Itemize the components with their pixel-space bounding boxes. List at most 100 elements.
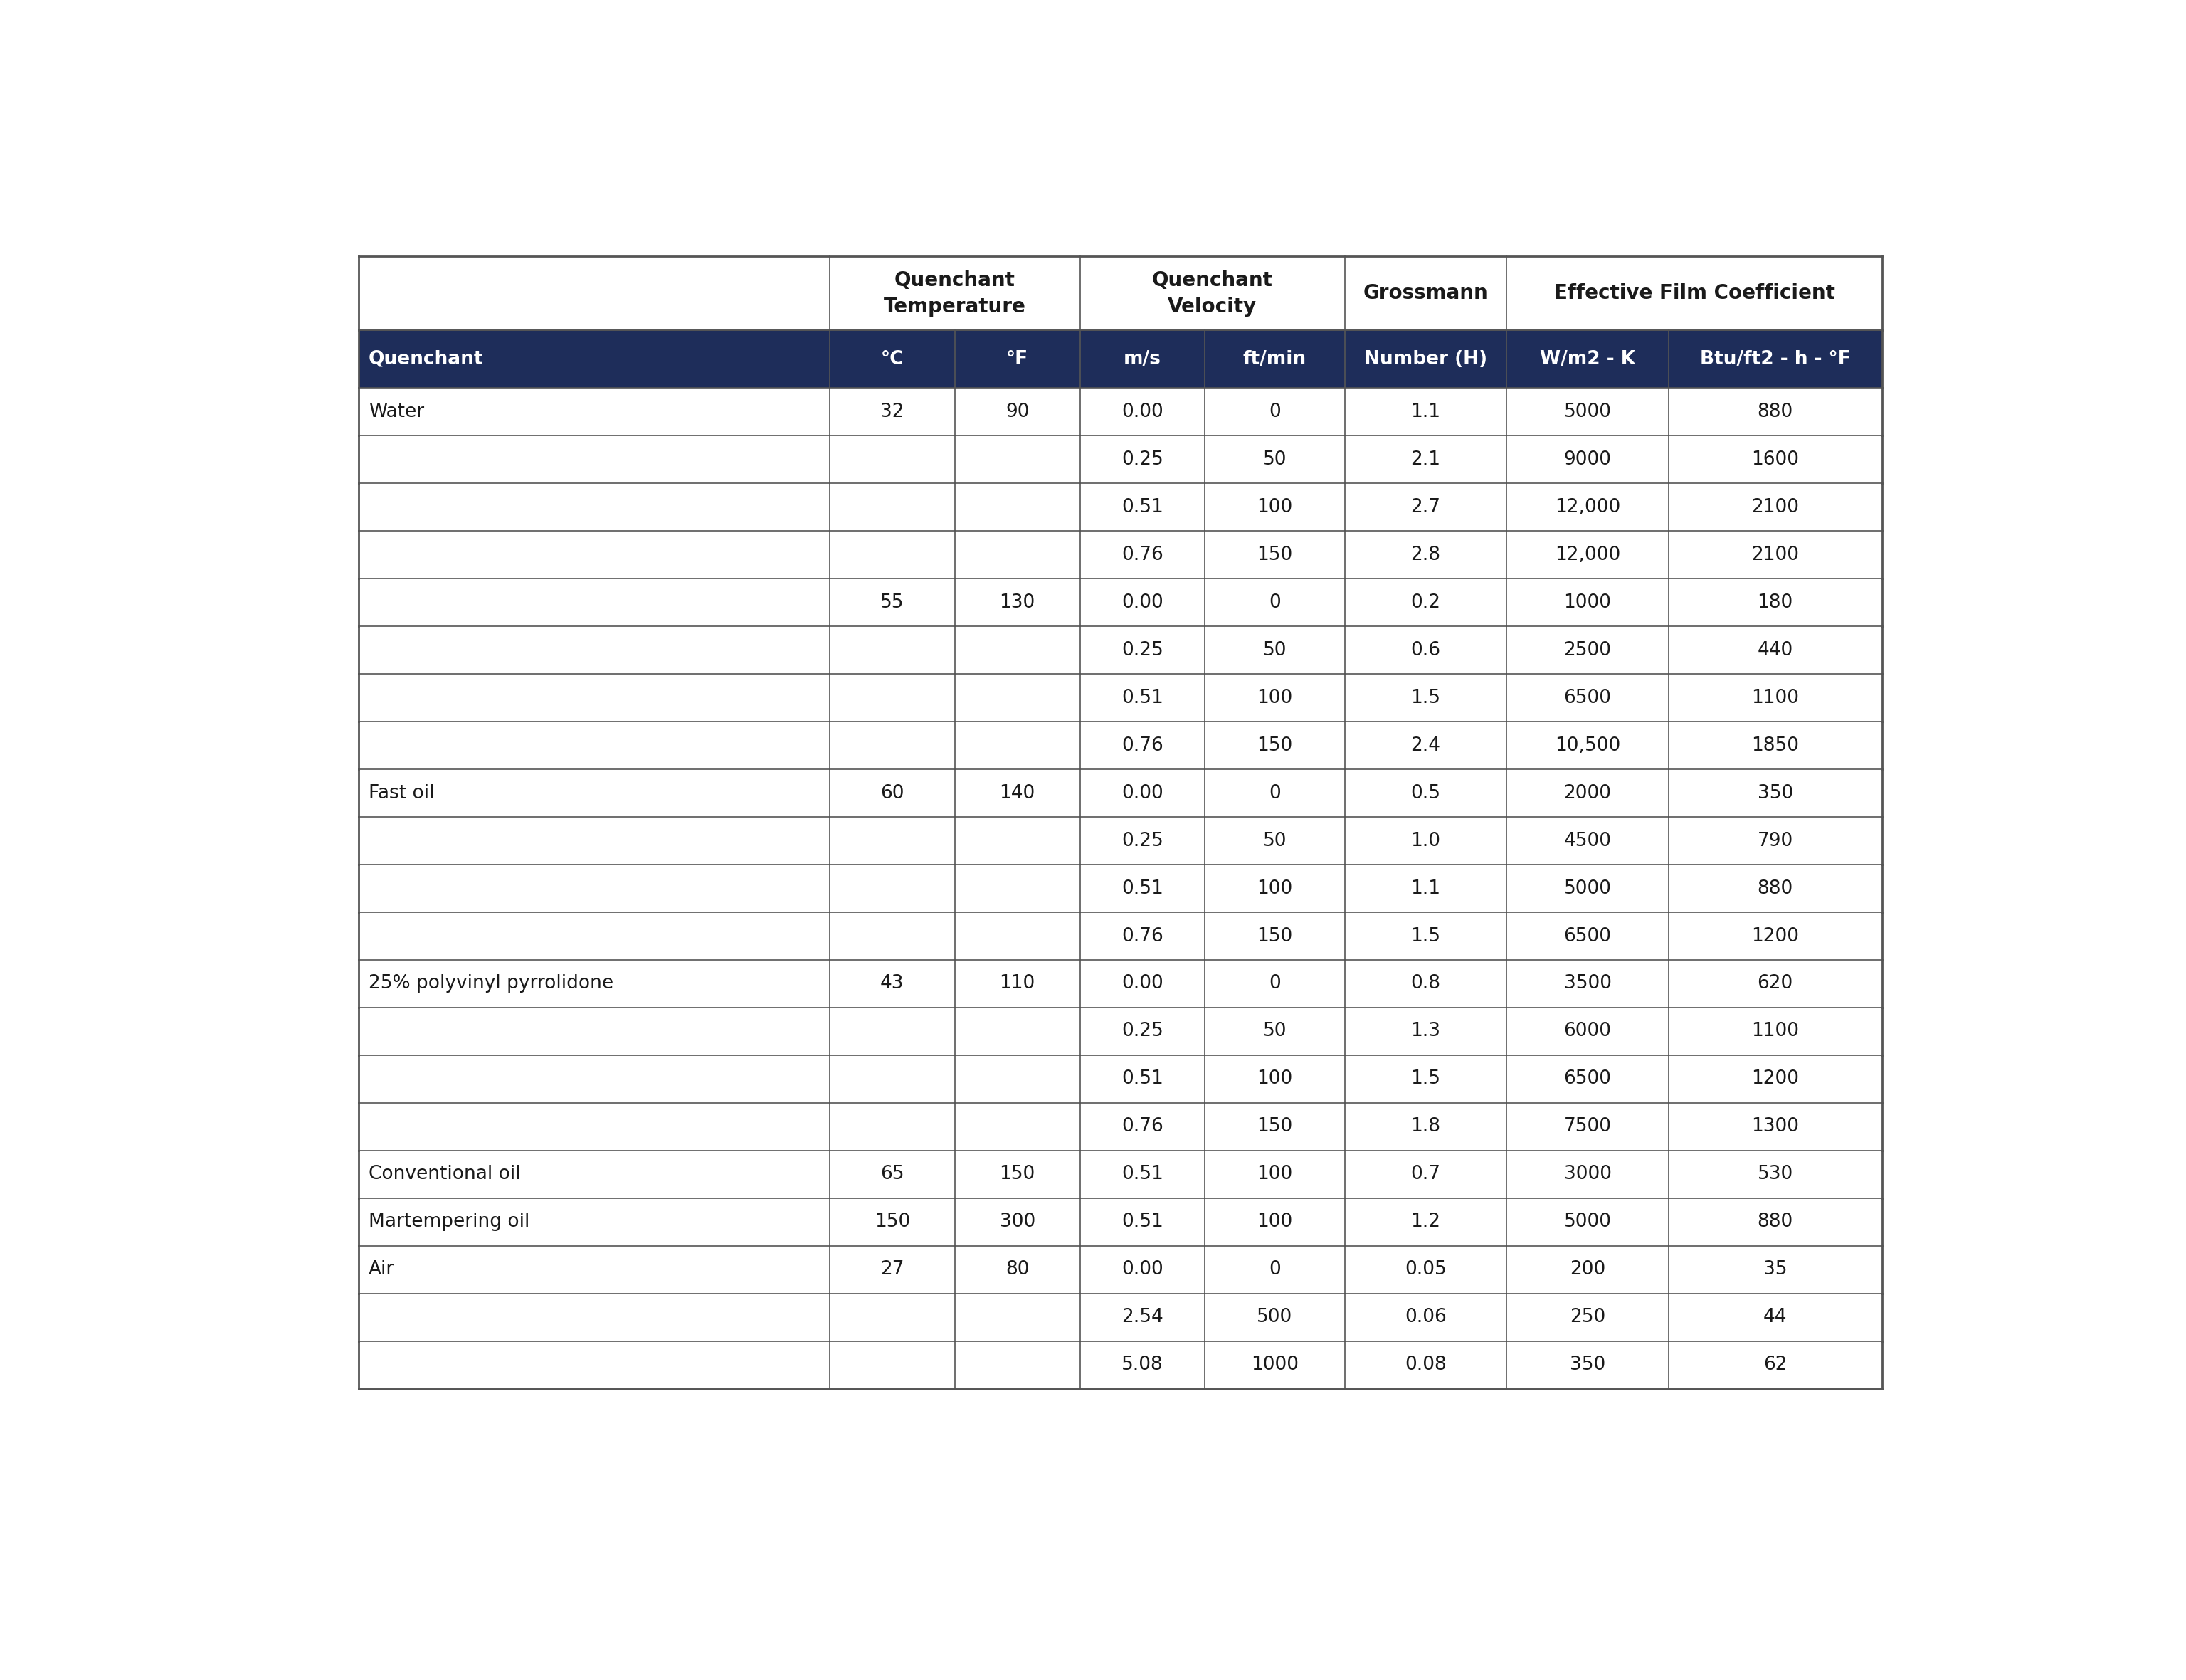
Text: 4500: 4500 (1563, 832, 1611, 850)
Text: 6500: 6500 (1563, 927, 1611, 946)
Text: 12,000: 12,000 (1554, 497, 1620, 516)
Text: 25% polyvinyl pyrrolidone: 25% polyvinyl pyrrolidone (369, 974, 614, 993)
Text: 62: 62 (1764, 1356, 1788, 1374)
Bar (359, 769, 1882, 816)
Text: 1200: 1200 (1751, 1070, 1799, 1089)
Text: 100: 100 (1257, 497, 1292, 516)
Text: 0.76: 0.76 (1121, 927, 1163, 946)
Text: 27: 27 (881, 1260, 905, 1278)
Text: 65: 65 (881, 1166, 905, 1184)
Text: 0.25: 0.25 (1121, 1021, 1163, 1040)
Text: °F: °F (1006, 349, 1027, 368)
Text: 0.8: 0.8 (1410, 974, 1441, 993)
Text: 0.25: 0.25 (1121, 640, 1163, 659)
Text: Quenchant: Quenchant (369, 349, 483, 368)
Text: 100: 100 (1257, 1213, 1292, 1231)
Bar (359, 435, 1882, 484)
Text: 2100: 2100 (1751, 497, 1799, 516)
Bar (359, 1102, 1882, 1151)
Text: Fast oil: Fast oil (369, 785, 435, 803)
Text: Grossmann: Grossmann (1364, 284, 1489, 304)
Text: Quenchant
Temperature: Quenchant Temperature (883, 270, 1025, 316)
Text: 150: 150 (999, 1166, 1036, 1184)
Text: 150: 150 (1257, 927, 1292, 946)
Bar (359, 912, 1882, 959)
Text: 500: 500 (1257, 1309, 1292, 1327)
Text: 0.2: 0.2 (1410, 593, 1441, 612)
Text: 0.06: 0.06 (1406, 1309, 1447, 1327)
Text: 50: 50 (1264, 832, 1288, 850)
Text: 110: 110 (999, 974, 1036, 993)
Bar (359, 865, 1882, 912)
Text: 180: 180 (1758, 593, 1793, 612)
Text: 620: 620 (1758, 974, 1793, 993)
Text: 6000: 6000 (1563, 1021, 1611, 1040)
Text: 0.51: 0.51 (1121, 497, 1163, 516)
Text: 0: 0 (1268, 785, 1281, 803)
Text: 0.00: 0.00 (1121, 1260, 1163, 1278)
Text: 880: 880 (1758, 879, 1793, 897)
Text: 1200: 1200 (1751, 927, 1799, 946)
Text: Effective Film Coefficient: Effective Film Coefficient (1554, 284, 1834, 304)
Text: Water: Water (369, 403, 424, 422)
Bar (359, 1055, 1882, 1102)
Text: 1.0: 1.0 (1410, 832, 1441, 850)
Text: Martempering oil: Martempering oil (369, 1213, 529, 1231)
Text: 1.1: 1.1 (1410, 879, 1441, 897)
Bar (359, 1341, 1882, 1389)
Text: ft/min: ft/min (1244, 349, 1307, 368)
Bar (359, 722, 1882, 769)
Text: 0.25: 0.25 (1121, 450, 1163, 469)
Bar (359, 1198, 1882, 1247)
Text: 0.51: 0.51 (1121, 1070, 1163, 1089)
Bar (359, 578, 1882, 627)
Text: 9000: 9000 (1563, 450, 1611, 469)
Text: Air: Air (369, 1260, 393, 1278)
Text: 1000: 1000 (1250, 1356, 1298, 1374)
Text: 10,500: 10,500 (1554, 736, 1620, 754)
Text: 44: 44 (1764, 1309, 1788, 1327)
Text: 55: 55 (881, 593, 905, 612)
Text: 0.76: 0.76 (1121, 546, 1163, 564)
Text: 1.5: 1.5 (1410, 927, 1441, 946)
Bar (359, 1008, 1882, 1055)
Text: 1600: 1600 (1751, 450, 1799, 469)
Text: 50: 50 (1264, 640, 1288, 659)
Text: 0.6: 0.6 (1410, 640, 1441, 659)
Text: 150: 150 (1257, 736, 1292, 754)
Bar (359, 1151, 1882, 1198)
Text: m/s: m/s (1124, 349, 1161, 368)
Text: 0.08: 0.08 (1406, 1356, 1447, 1374)
Text: °C: °C (881, 349, 903, 368)
Text: 0: 0 (1268, 593, 1281, 612)
Text: 2500: 2500 (1563, 640, 1611, 659)
Text: Quenchant
Velocity: Quenchant Velocity (1152, 270, 1272, 316)
Text: 440: 440 (1758, 640, 1793, 659)
Text: 90: 90 (1006, 403, 1030, 422)
Text: 5000: 5000 (1563, 1213, 1611, 1231)
Text: 0.5: 0.5 (1410, 785, 1441, 803)
Text: W/m2 - K: W/m2 - K (1539, 349, 1635, 368)
Text: 0.00: 0.00 (1121, 593, 1163, 612)
Text: Btu/ft2 - h - °F: Btu/ft2 - h - °F (1701, 349, 1852, 368)
Text: 2.54: 2.54 (1121, 1309, 1163, 1327)
Text: 0.05: 0.05 (1406, 1260, 1447, 1278)
Text: 200: 200 (1570, 1260, 1605, 1278)
Text: 80: 80 (1006, 1260, 1030, 1278)
Text: Number (H): Number (H) (1364, 349, 1486, 368)
Text: 1100: 1100 (1751, 1021, 1799, 1040)
Text: 6500: 6500 (1563, 1070, 1611, 1089)
Bar (359, 1247, 1882, 1294)
Text: 880: 880 (1758, 403, 1793, 422)
Text: 5000: 5000 (1563, 403, 1611, 422)
Text: 0.51: 0.51 (1121, 1166, 1163, 1184)
Text: 130: 130 (999, 593, 1036, 612)
Text: 1.8: 1.8 (1410, 1117, 1441, 1136)
Text: 2.4: 2.4 (1410, 736, 1441, 754)
Text: 2100: 2100 (1751, 546, 1799, 564)
Text: 1.5: 1.5 (1410, 689, 1441, 707)
Text: Conventional oil: Conventional oil (369, 1166, 520, 1184)
Text: 50: 50 (1264, 450, 1288, 469)
Text: 0.51: 0.51 (1121, 879, 1163, 897)
Text: 0: 0 (1268, 403, 1281, 422)
